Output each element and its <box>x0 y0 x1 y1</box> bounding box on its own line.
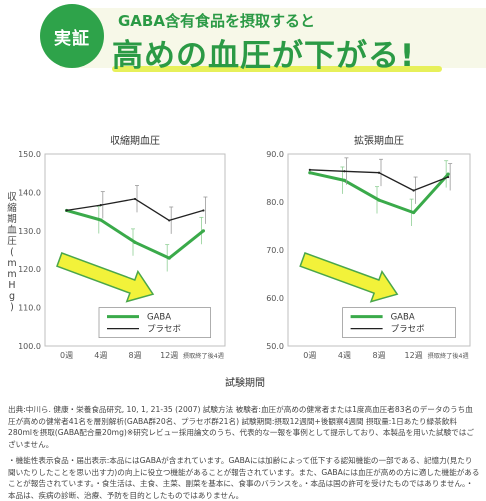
legend-label: プラセボ <box>391 325 426 335</box>
data-point-gaba <box>201 229 205 233</box>
header-subtitle: GABA含有食品を摂取すると <box>118 12 315 30</box>
x-tick-label: 8週 <box>128 351 141 360</box>
y-tick-label: 90.0 <box>266 150 284 159</box>
y-axis-label-char: 血 <box>7 224 17 236</box>
y-axis-label-char: 収 <box>7 191 17 203</box>
data-point-placebo <box>377 171 381 174</box>
y-axis-label-char: 圧 <box>7 236 17 247</box>
legend-box <box>98 307 211 339</box>
data-point-placebo <box>65 209 68 212</box>
data-point-placebo <box>99 203 102 207</box>
study-source-note: 出典:中川ら. 健康・栄養食品研究, 10, 1, 21-35 (2007) 試… <box>8 405 474 449</box>
y-axis-label-char: H <box>8 280 15 291</box>
y-tick-label: 70.0 <box>266 246 284 255</box>
chart-title-1: 収縮期血圧 <box>110 134 160 147</box>
data-point-gaba <box>308 171 312 175</box>
y-tick-label: 100.0 <box>18 342 41 351</box>
data-point-placebo <box>133 197 137 201</box>
headline-highlight <box>112 66 442 72</box>
x-tick-label: 0週 <box>60 351 73 360</box>
chart-title-2: 拡張期血圧 <box>354 134 404 147</box>
footnotes: 出典:中川ら. 健康・栄養食品研究, 10, 1, 21-35 (2007) 試… <box>8 404 480 501</box>
y-axis-label-char: 期 <box>7 214 17 225</box>
legend-label: GABA <box>391 313 415 323</box>
decrease-arrow-icon <box>56 252 155 303</box>
legend-box <box>342 307 456 339</box>
data-point-placebo <box>412 189 415 192</box>
y-axis-label-char: m <box>7 258 16 269</box>
x-tick-label: 0週 <box>303 351 316 360</box>
data-point-placebo <box>308 168 311 171</box>
blood-pressure-charts: 収縮期血圧 150.0 140.0 130.0 120.0 110.0 100.0 0週 4週 8… <box>0 124 486 394</box>
data-point-gaba <box>167 256 171 260</box>
data-point-placebo <box>202 209 205 212</box>
decrease-arrow-icon <box>299 252 399 303</box>
data-point-gaba <box>446 172 450 176</box>
data-point-gaba <box>342 178 347 182</box>
header-headline: 高めの血圧が下がる! <box>112 38 416 74</box>
verified-badge: 実証 <box>40 4 104 68</box>
y-axis-label-char: 縮 <box>7 202 17 214</box>
y-tick-label: 130.0 <box>18 227 41 236</box>
x-tick-label: 12週 <box>160 351 178 360</box>
y-axis-label-char: m <box>7 269 16 280</box>
x-tick-label: 8週 <box>372 351 385 360</box>
data-point-placebo <box>343 170 346 173</box>
y-tick-label: 150.0 <box>18 150 41 159</box>
y-axis-label-char: ( <box>10 247 14 258</box>
y-tick-label: 50.0 <box>266 342 284 351</box>
x-tick-label: 摂取終了後4週 <box>428 352 469 360</box>
x-axis-label: 試験期間 <box>225 376 265 389</box>
data-point-placebo <box>168 219 171 222</box>
y-axis-label-char: g <box>9 291 15 302</box>
data-point-gaba <box>99 218 103 222</box>
y-tick-label: 120.0 <box>18 265 41 274</box>
charts-svg: 収縮期血圧 150.0 140.0 130.0 120.0 110.0 100.0 0週 4週 8… <box>7 134 471 389</box>
x-tick-label: 摂取終了後4週 <box>183 352 224 360</box>
y-tick-label: 140.0 <box>18 188 41 197</box>
y-tick-label: 60.0 <box>266 294 284 303</box>
x-tick-label: 12週 <box>404 351 422 360</box>
data-point-gaba <box>377 198 381 202</box>
header-background <box>60 8 486 68</box>
x-tick-label: 4週 <box>94 351 107 360</box>
data-point-gaba <box>411 210 416 215</box>
y-tick-label: 110.0 <box>18 304 41 313</box>
x-tick-label: 4週 <box>338 351 351 360</box>
data-point-gaba <box>133 240 137 244</box>
functional-claim-note: ・機能性表示食品・届出表示:本品にはGABAが含まれています。GABAには加齢に… <box>8 456 480 500</box>
y-tick-label: 80.0 <box>266 198 284 207</box>
legend-label: プラセボ <box>147 325 182 335</box>
data-point-placebo <box>447 175 450 179</box>
y-axis-label-char: ) <box>10 302 14 313</box>
legend-label: GABA <box>147 313 171 323</box>
header-banner: 実証 GABA含有食品を摂取すると 高めの血圧が下がる! <box>0 0 486 80</box>
